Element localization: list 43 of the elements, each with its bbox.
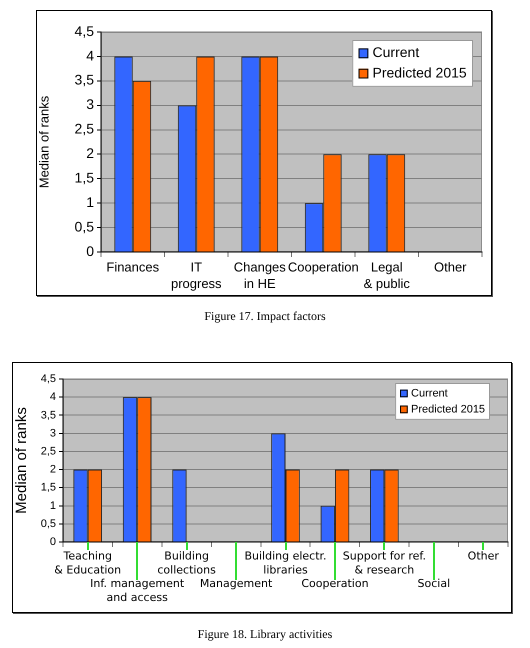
- y-tick-label: 4,5: [74, 22, 94, 39]
- text: Figure 18. Library activities: [196, 627, 334, 642]
- x-tick-label: Other: [468, 550, 500, 563]
- y-tick-label: 0,5: [74, 218, 94, 234]
- y-tick-label: 3: [86, 96, 94, 112]
- y-tick-label: 3,5: [74, 72, 94, 88]
- legend-label: Current: [372, 44, 420, 60]
- text: Figure 17. Impact factors: [203, 309, 327, 324]
- y-tick-label: 0: [50, 536, 56, 548]
- y-tick-label: 2,5: [74, 120, 94, 137]
- y-axis-title: Median of ranks: [36, 95, 52, 188]
- x-tick-label: Other: [434, 260, 468, 275]
- legend-label: Current: [411, 387, 448, 400]
- x-tick-label: Teaching & Education: [54, 550, 122, 576]
- x-tick-label: Cooperation: [288, 260, 359, 275]
- y-tick-label: 3,5: [40, 409, 56, 422]
- x-tick-label: Inf. management and access: [90, 577, 185, 604]
- y-tick-label: 4: [50, 391, 56, 404]
- x-tick-label: Finances: [106, 260, 160, 275]
- x-tick-label: Building electr. libraries: [244, 550, 327, 576]
- y-axis-title: Median of ranks: [13, 407, 30, 514]
- x-tick-label: Changes in HE: [234, 260, 286, 291]
- y-tick-label: 1,5: [74, 170, 94, 186]
- y-tick-label: 1: [50, 500, 56, 512]
- x-tick-label: Cooperation: [301, 577, 369, 590]
- y-tick-label: 1: [86, 194, 94, 210]
- y-tick-label: 0,5: [40, 518, 56, 530]
- legend-label: Predicted 2015: [372, 64, 467, 80]
- y-tick-label: 0: [86, 242, 94, 259]
- x-tick-label: Legal & public: [364, 260, 410, 291]
- y-tick-label: 2: [50, 464, 56, 476]
- legend-label: Predicted 2015: [411, 403, 486, 416]
- x-tick-label: Support for ref. & research: [342, 550, 426, 576]
- x-tick-label: Social: [418, 577, 450, 590]
- y-tick-label: 1,5: [40, 482, 56, 494]
- y-tick-label: 4,5: [40, 373, 56, 386]
- x-tick-label: Building collections: [157, 550, 216, 576]
- y-tick-label: 3: [50, 427, 56, 440]
- x-tick-label: Management: [200, 577, 273, 590]
- x-tick-label: IT progress: [170, 260, 222, 291]
- y-tick-label: 4: [86, 47, 94, 64]
- y-tick-label: 2,5: [40, 445, 56, 458]
- y-tick-label: 2: [86, 145, 94, 162]
